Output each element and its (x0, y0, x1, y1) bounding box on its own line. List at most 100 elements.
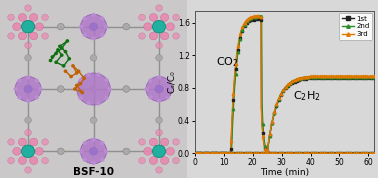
Circle shape (79, 82, 82, 85)
Circle shape (38, 87, 43, 91)
Circle shape (91, 36, 96, 41)
Circle shape (161, 138, 169, 146)
Circle shape (156, 5, 163, 11)
Circle shape (156, 42, 163, 49)
Circle shape (56, 48, 60, 52)
Circle shape (57, 23, 64, 30)
Circle shape (91, 137, 96, 142)
Circle shape (22, 20, 35, 33)
Circle shape (81, 139, 107, 164)
Circle shape (71, 64, 75, 68)
Circle shape (81, 14, 107, 39)
Circle shape (148, 78, 152, 83)
Circle shape (25, 5, 31, 11)
Circle shape (19, 32, 26, 40)
Circle shape (100, 141, 105, 145)
Circle shape (29, 32, 38, 40)
Circle shape (57, 23, 64, 30)
Circle shape (78, 96, 83, 100)
Circle shape (123, 148, 130, 155)
Circle shape (60, 53, 64, 57)
Circle shape (17, 95, 22, 100)
Circle shape (54, 52, 58, 55)
Circle shape (156, 167, 163, 173)
Circle shape (57, 86, 64, 92)
Circle shape (82, 16, 87, 20)
Circle shape (149, 138, 158, 146)
Circle shape (25, 117, 31, 123)
Circle shape (57, 86, 64, 92)
Circle shape (22, 145, 35, 158)
Circle shape (104, 149, 108, 153)
Circle shape (29, 14, 38, 21)
Circle shape (75, 71, 79, 75)
Circle shape (19, 14, 26, 21)
Circle shape (8, 33, 14, 39)
Circle shape (155, 85, 163, 93)
Circle shape (17, 78, 22, 83)
Circle shape (100, 33, 105, 37)
Circle shape (25, 129, 31, 136)
Circle shape (8, 157, 14, 164)
Circle shape (166, 23, 174, 31)
Circle shape (73, 87, 77, 91)
Circle shape (90, 117, 97, 123)
Circle shape (67, 57, 71, 61)
Circle shape (77, 73, 110, 105)
Text: BSF-10: BSF-10 (73, 167, 114, 177)
Circle shape (139, 157, 146, 164)
Circle shape (91, 13, 96, 17)
Circle shape (149, 32, 158, 40)
Circle shape (64, 50, 67, 53)
Legend: 1st, 2nd, 3rd: 1st, 2nd, 3rd (339, 13, 372, 40)
Circle shape (82, 158, 87, 162)
Circle shape (123, 86, 130, 92)
Circle shape (100, 158, 105, 162)
Circle shape (156, 117, 163, 123)
Circle shape (62, 64, 65, 68)
Circle shape (19, 157, 26, 164)
Text: C$_2$H$_2$: C$_2$H$_2$ (293, 89, 321, 103)
Circle shape (166, 78, 170, 83)
Circle shape (42, 14, 48, 21)
Circle shape (166, 95, 170, 100)
Circle shape (58, 44, 62, 48)
Circle shape (173, 14, 180, 21)
Circle shape (86, 72, 91, 77)
Circle shape (26, 99, 30, 103)
Circle shape (104, 78, 109, 82)
Circle shape (24, 85, 32, 93)
Circle shape (19, 138, 26, 146)
Circle shape (148, 95, 152, 100)
Circle shape (78, 78, 83, 82)
Circle shape (104, 96, 109, 100)
Circle shape (123, 23, 130, 30)
Circle shape (35, 23, 43, 31)
Circle shape (90, 147, 98, 155)
Circle shape (161, 14, 169, 21)
Circle shape (13, 147, 21, 155)
Circle shape (35, 78, 39, 83)
Circle shape (49, 59, 53, 62)
Circle shape (82, 33, 87, 37)
Circle shape (75, 87, 80, 91)
Circle shape (139, 33, 146, 39)
Circle shape (42, 33, 48, 39)
Circle shape (79, 25, 84, 29)
Circle shape (15, 77, 41, 101)
Circle shape (166, 147, 174, 155)
X-axis label: Time (min): Time (min) (260, 168, 309, 177)
Circle shape (69, 75, 73, 78)
Circle shape (104, 25, 108, 29)
Text: CO$_2$: CO$_2$ (216, 55, 239, 69)
Circle shape (90, 148, 97, 155)
Circle shape (161, 32, 169, 40)
Circle shape (123, 23, 130, 30)
Y-axis label: Cₐ/C₀: Cₐ/C₀ (167, 70, 176, 93)
Circle shape (96, 72, 101, 77)
Circle shape (57, 148, 64, 155)
Circle shape (86, 101, 91, 106)
Circle shape (13, 87, 18, 91)
Circle shape (161, 157, 169, 164)
Circle shape (156, 86, 163, 92)
